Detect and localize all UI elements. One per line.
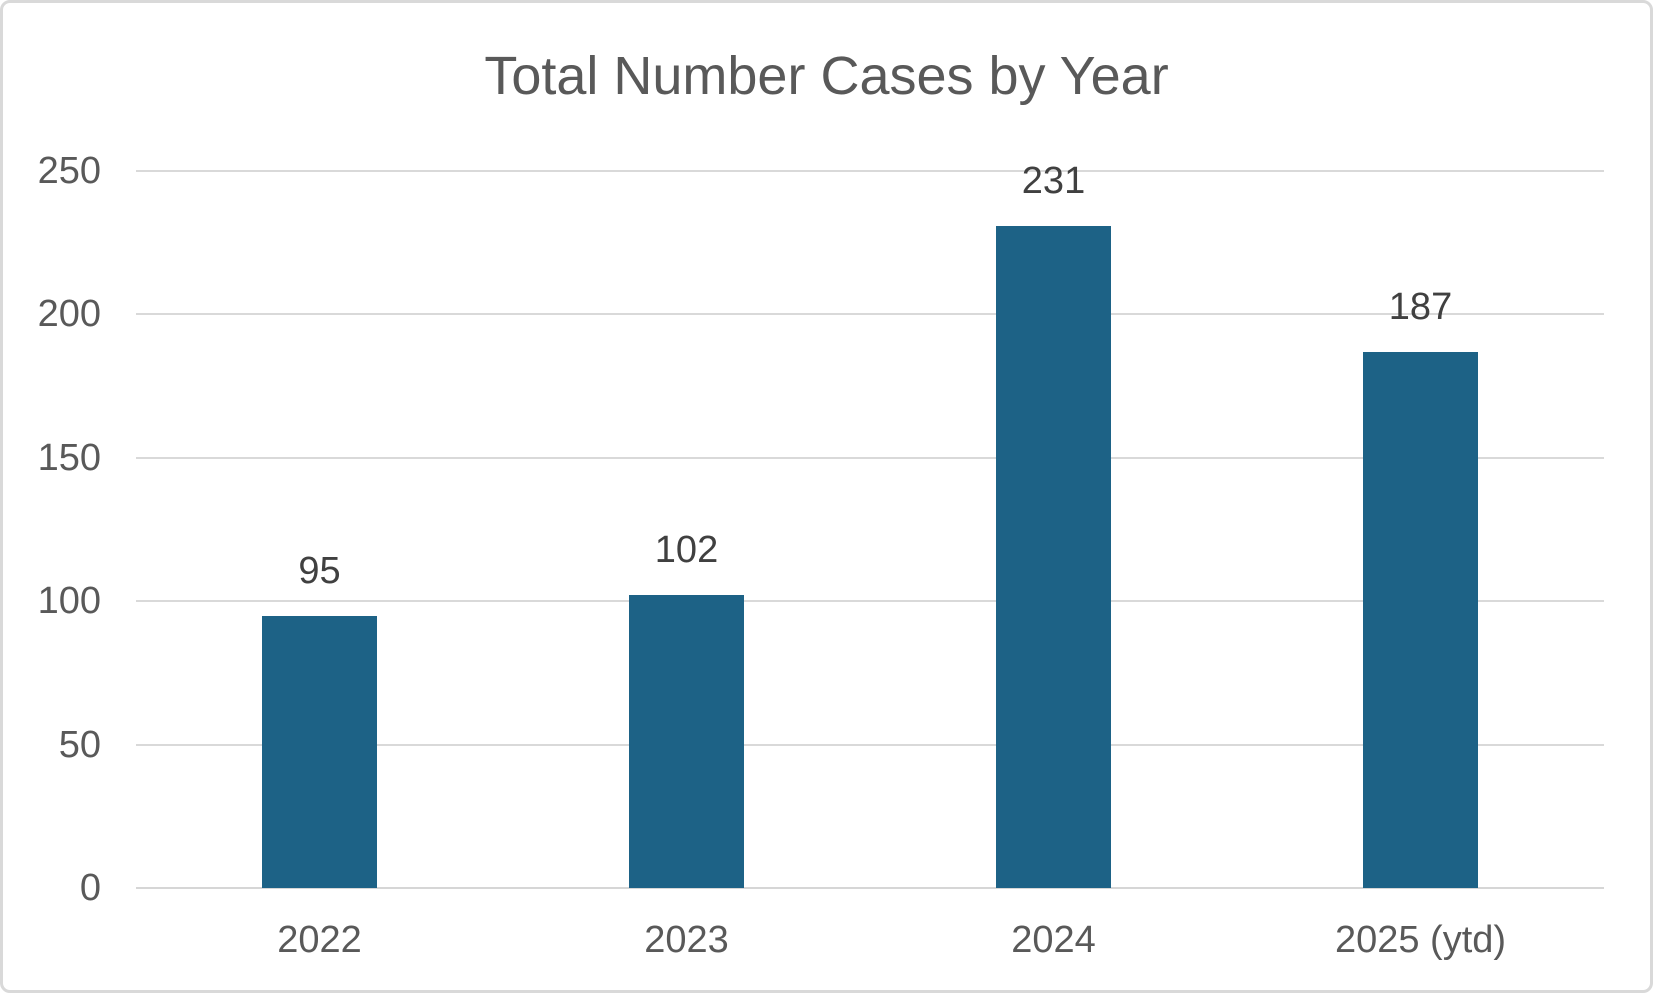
y-tick-label-100: 100 [37, 580, 101, 623]
gridline-0 [136, 887, 1604, 889]
y-tick-label-50: 50 [58, 723, 101, 766]
bar-value-label-2024: 231 [1021, 159, 1086, 202]
bar-value-label-2022: 95 [298, 549, 341, 592]
gridline-250 [136, 170, 1604, 172]
y-tick-label-250: 250 [37, 150, 101, 192]
y-tick-label-200: 200 [37, 293, 101, 336]
x-axis-label-2023: 2023 [644, 919, 729, 961]
x-axis-label-2022: 2022 [277, 919, 362, 961]
bar-2025-ytd- [1363, 351, 1478, 888]
x-axis-label-2025-ytd-: 2025 (ytd) [1334, 919, 1507, 961]
y-tick-label-0: 0 [79, 867, 101, 909]
chart-title: Total Number Cases by Year [484, 46, 1169, 106]
bar-2022 [262, 615, 377, 888]
bar-value-label-2025-ytd-: 187 [1388, 285, 1453, 328]
bar-2023 [629, 595, 744, 888]
y-tick-label-150: 150 [37, 436, 101, 479]
gridline-150 [136, 456, 1604, 459]
x-axis-label-2024: 2024 [1011, 919, 1096, 961]
bar-value-label-2023: 102 [654, 529, 719, 572]
gridline-100 [136, 600, 1604, 603]
gridline-200 [136, 313, 1604, 316]
bar-2024 [996, 225, 1111, 888]
plot-area: 95 102 231 187 [136, 162, 1604, 889]
gridline-50 [136, 743, 1604, 746]
